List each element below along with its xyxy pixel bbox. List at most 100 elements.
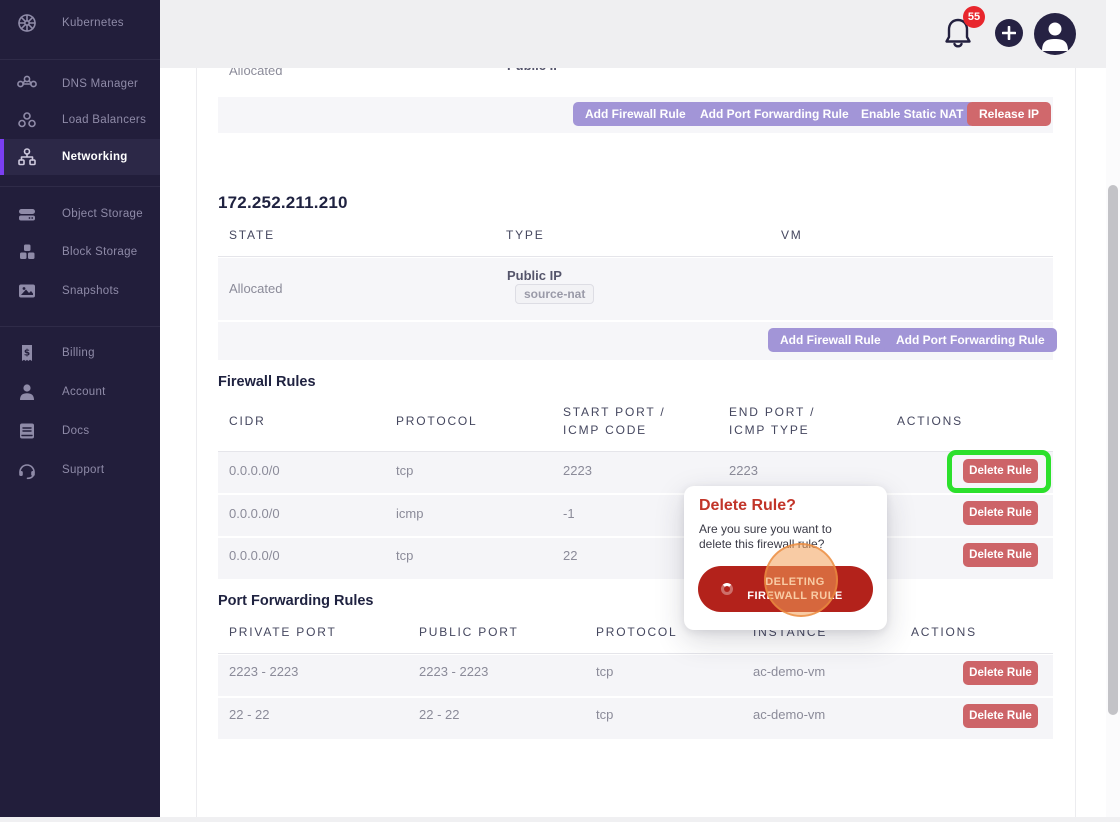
sidebar-item-object-storage[interactable]: Object Storage <box>0 197 160 231</box>
fw-header-end-port: END PORT / ICMP TYPE <box>729 405 816 437</box>
pf-header-public-port: PUBLIC PORT <box>419 625 519 639</box>
fw-header-start-port: START PORT / ICMP CODE <box>563 405 666 437</box>
delete-rule-button[interactable]: Delete Rule <box>963 501 1038 525</box>
sidebar-item-label: Block Storage <box>62 246 138 258</box>
fw-row3-start: 22 <box>563 548 578 563</box>
popup-title: Delete Rule? <box>699 497 796 514</box>
content-card-right-border <box>1075 0 1076 817</box>
pf-row2-public: 22 - 22 <box>419 707 460 722</box>
pf-row1-private: 2223 - 2223 <box>229 664 299 679</box>
port-forwarding-title: Port Forwarding Rules <box>218 593 374 609</box>
fw-row3-cidr: 0.0.0.0/0 <box>229 548 280 563</box>
pf-row2-private: 22 - 22 <box>229 707 270 722</box>
pf-row1-public: 2223 - 2223 <box>419 664 489 679</box>
fw-row2-cidr: 0.0.0.0/0 <box>229 506 280 521</box>
add-firewall-rule-button-2[interactable]: Add Firewall Rule <box>768 328 893 352</box>
fw-row1-protocol: tcp <box>396 463 414 478</box>
table-row <box>218 698 1053 739</box>
svg-text:$: $ <box>24 349 30 359</box>
create-new-button[interactable] <box>995 19 1023 47</box>
popup-body-text: Are you sure you want to delete this fir… <box>699 522 832 551</box>
sidebar-item-networking[interactable]: Networking <box>0 139 160 175</box>
delete-rule-button[interactable]: Delete Rule <box>963 543 1038 567</box>
ip-row-bg <box>218 258 1053 320</box>
sidebar-item-kubernetes[interactable]: Kubernetes <box>0 6 160 40</box>
dns-manager-icon <box>16 73 38 95</box>
fw-row2-start: -1 <box>563 506 575 521</box>
scrollbar-thumb[interactable] <box>1108 185 1118 715</box>
sidebar-item-label: Object Storage <box>62 208 143 220</box>
sidebar-item-snapshots[interactable]: Snapshots <box>0 274 160 308</box>
sidebar-item-load-balancers[interactable]: Load Balancers <box>0 103 160 137</box>
sidebar-item-label: DNS Manager <box>62 78 139 90</box>
account-icon <box>16 381 38 403</box>
networking-icon <box>16 146 38 168</box>
table-divider <box>218 256 1053 257</box>
table-row <box>218 452 1053 493</box>
fw-row3-protocol: tcp <box>396 548 414 563</box>
pf-row1-instance: ac-demo-vm <box>753 664 826 679</box>
col-header-type: TYPE <box>506 228 545 242</box>
sidebar-item-account[interactable]: Account <box>0 375 160 409</box>
table-divider <box>218 653 1053 654</box>
delete-rule-button[interactable]: Delete Rule <box>963 459 1038 483</box>
pf-row2-instance: ac-demo-vm <box>753 707 826 722</box>
top-bar <box>160 0 1120 68</box>
source-nat-badge: source-nat <box>515 284 595 304</box>
user-avatar[interactable] <box>1034 13 1076 55</box>
fw-row1-end: 2223 <box>729 463 758 478</box>
ip-address-heading: 172.252.211.210 <box>218 193 348 212</box>
load-balancers-icon <box>16 109 38 131</box>
sidebar-item-block-storage[interactable]: Block Storage <box>0 235 160 269</box>
delete-rule-popup: Delete Rule? Are you sure you want to de… <box>684 486 887 630</box>
confirm-delete-button[interactable]: DELETING FIREWALL RULE <box>698 566 873 612</box>
table-row <box>218 495 1053 536</box>
pf-header-protocol: PROTOCOL <box>596 625 678 639</box>
pf-row1-protocol: tcp <box>596 664 614 679</box>
fw-header-actions: ACTIONS <box>897 414 963 428</box>
confirm-delete-label: DELETING FIREWALL RULE <box>747 576 843 602</box>
sidebar-item-billing[interactable]: $ Billing <box>0 336 160 370</box>
scrollbar-track[interactable] <box>1106 0 1120 822</box>
fw-row1-cidr: 0.0.0.0/0 <box>229 463 280 478</box>
block-storage-icon <box>16 241 38 263</box>
sidebar-item-dns-manager[interactable]: DNS Manager <box>0 67 160 101</box>
col-header-state: STATE <box>229 228 275 242</box>
pf-header-actions: ACTIONS <box>911 625 977 639</box>
enable-static-nat-button[interactable]: Enable Static NAT <box>849 102 976 126</box>
fw-row2-protocol: icmp <box>396 506 424 521</box>
table-row <box>218 655 1053 696</box>
fw-header-cidr: CIDR <box>229 414 266 428</box>
pf-header-private-port: PRIVATE PORT <box>229 625 337 639</box>
delete-rule-button[interactable]: Delete Rule <box>963 661 1038 685</box>
sidebar-divider <box>0 186 160 187</box>
sidebar: Kubernetes DNS Manager Load Balancers <box>0 0 160 817</box>
person-icon <box>1042 22 1068 51</box>
bottom-strip <box>0 817 1120 822</box>
sidebar-item-docs[interactable]: Docs <box>0 414 160 448</box>
delete-rule-button[interactable]: Delete Rule <box>963 704 1038 728</box>
sidebar-item-label: Account <box>62 386 106 398</box>
sidebar-item-label: Load Balancers <box>62 114 147 126</box>
add-port-forwarding-rule-button-2[interactable]: Add Port Forwarding Rule <box>884 328 1057 352</box>
sidebar-divider <box>0 59 160 60</box>
ip-row-type: Public IP <box>507 268 562 283</box>
add-firewall-rule-button[interactable]: Add Firewall Rule <box>573 102 698 126</box>
loading-spinner-icon <box>721 583 733 595</box>
release-ip-button[interactable]: Release IP <box>967 102 1052 126</box>
notification-count-badge: 55 <box>963 6 985 28</box>
fw-header-protocol: PROTOCOL <box>396 414 478 428</box>
kubernetes-icon <box>16 12 38 34</box>
col-header-vm: VM <box>781 228 803 242</box>
sidebar-item-support[interactable]: Support <box>0 453 160 487</box>
sidebar-item-label: Snapshots <box>62 285 120 297</box>
sidebar-item-label: Billing <box>62 347 95 359</box>
billing-icon: $ <box>16 342 38 364</box>
fw-row1-start: 2223 <box>563 463 592 478</box>
sidebar-item-label: Networking <box>62 151 128 163</box>
sidebar-item-label: Docs <box>62 425 90 437</box>
add-port-forwarding-rule-button[interactable]: Add Port Forwarding Rule <box>688 102 861 126</box>
firewall-rules-title: Firewall Rules <box>218 374 316 390</box>
pf-row2-protocol: tcp <box>596 707 614 722</box>
object-storage-icon <box>16 203 38 225</box>
